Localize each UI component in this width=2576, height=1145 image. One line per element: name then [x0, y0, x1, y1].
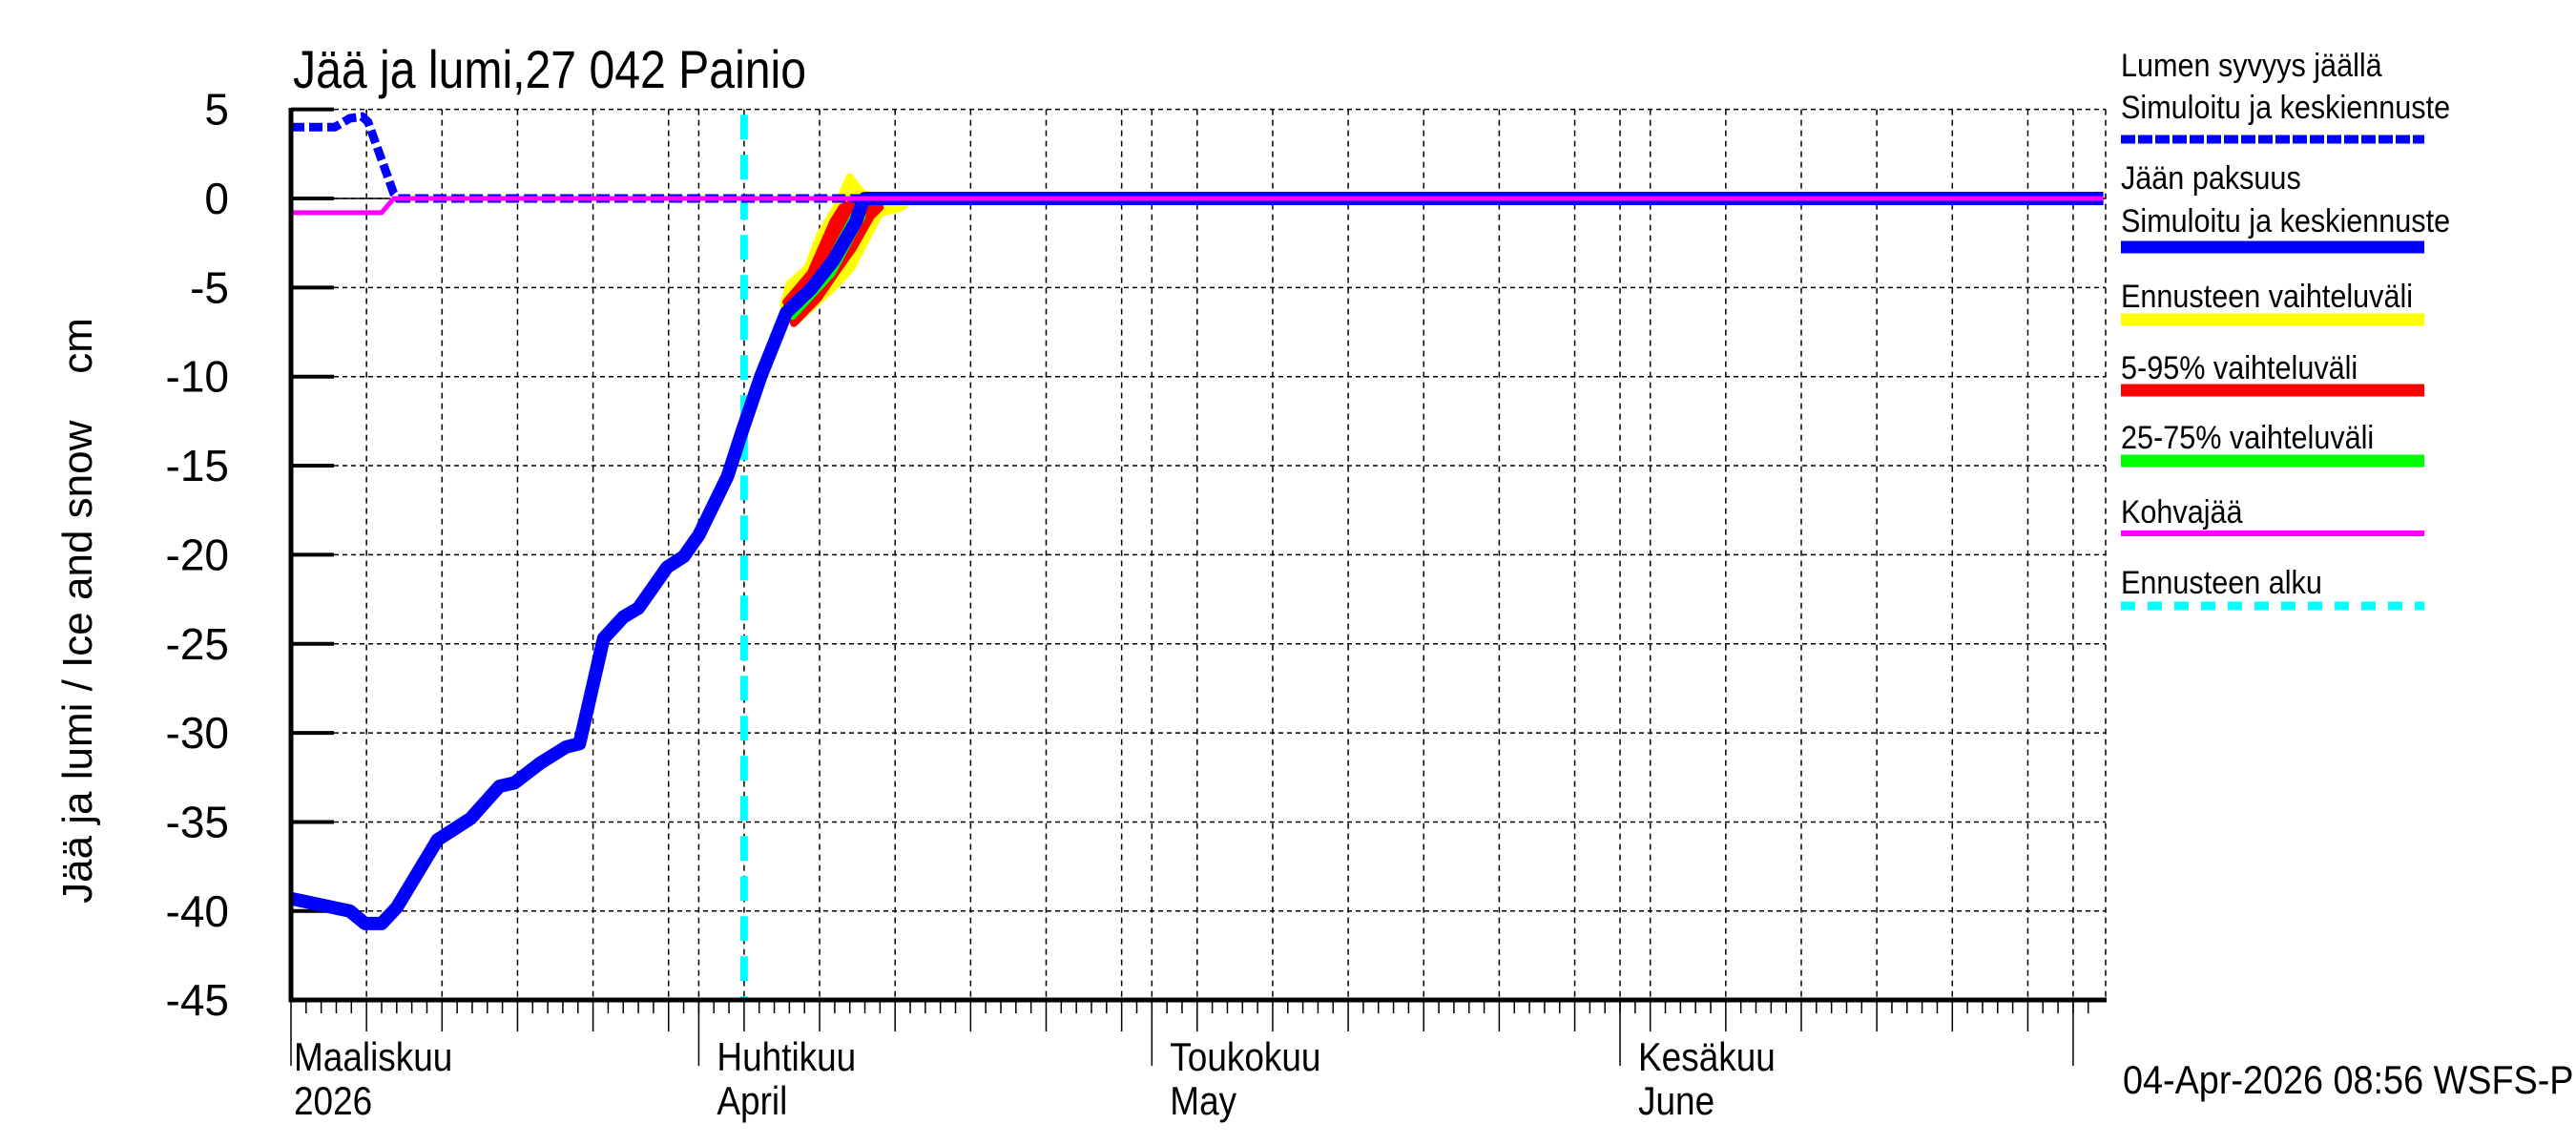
- y-tick-label: -30: [166, 708, 229, 758]
- legend: Lumen syvyys jäällä Simuloitu ja keskienn…: [2121, 48, 2450, 611]
- y-tick-label: -15: [166, 441, 229, 490]
- y-tick-label: 5: [204, 85, 229, 135]
- timestamp-footer: 04-Apr-2026 08:56 WSFS-P: [2123, 1058, 2574, 1102]
- month-label-fi: Maaliskuu: [294, 1035, 452, 1080]
- legend-label: Kohvajää: [2121, 494, 2243, 531]
- legend-label: 25-75% vaihteluväli: [2121, 420, 2374, 456]
- y-tick-label: -25: [166, 619, 229, 669]
- legend-item: 5-95% vaihteluväli: [2121, 350, 2424, 397]
- y-axis-label: Jää ja lumi / Ice and snow cm: [54, 318, 101, 904]
- month-label-en: April: [717, 1079, 787, 1124]
- month-label-en: May: [1170, 1079, 1236, 1124]
- legend-label-wrap: Lumen syvyys jäällä Simuloitu ja keskienn…: [2121, 48, 2450, 126]
- month-label-fi: Huhtikuu: [717, 1035, 856, 1080]
- legend-sublabel: Simuloitu ja keskiennuste: [2121, 90, 2450, 126]
- legend-label-wrap: Ennusteen vaihteluväli: [2121, 279, 2413, 315]
- y-axis-ticks: 5 0 -5 -10 -15 -20 -25 -30 -35 -40 -45: [166, 85, 334, 1025]
- legend-item: 25-75% vaihteluväli: [2121, 420, 2424, 468]
- legend-label-wrap: 25-75% vaihteluväli: [2121, 420, 2374, 456]
- legend-item: Kohvajää: [2121, 494, 2424, 536]
- plot-series: [289, 112, 2104, 998]
- legend-label: Jään paksuus: [2121, 160, 2301, 197]
- legend-item: Lumen syvyys jäällä Simuloitu ja keskienn…: [2121, 48, 2450, 144]
- month-label-fi: Toukokuu: [1170, 1035, 1320, 1080]
- y-tick-label: -5: [190, 262, 229, 312]
- month-label-fi: Kesäkuu: [1638, 1035, 1776, 1080]
- grid-lines: [291, 108, 2107, 1000]
- legend-label: Ennusteen vaihteluväli: [2121, 279, 2413, 315]
- month-label-en: 2026: [294, 1079, 372, 1124]
- y-tick-label: -35: [166, 797, 229, 846]
- legend-item: Ennusteen alku: [2121, 565, 2424, 611]
- legend-sublabel: Simuloitu ja keskiennuste: [2121, 203, 2450, 239]
- chart-title: Jää ja lumi,27 042 Painio: [293, 41, 806, 100]
- y-tick-label: -20: [166, 530, 229, 579]
- month-label-en: June: [1638, 1079, 1714, 1124]
- legend-label: 5-95% vaihteluväli: [2121, 350, 2358, 386]
- legend-label: Ennusteen alku: [2121, 565, 2322, 601]
- y-tick-label: -10: [166, 352, 229, 402]
- legend-label-wrap: 5-95% vaihteluväli: [2121, 350, 2358, 386]
- slush-ice-line: [291, 196, 2104, 216]
- y-tick-label: -45: [166, 975, 229, 1025]
- legend-label-wrap: Ennusteen alku: [2121, 565, 2322, 601]
- legend-item: Jään paksuus Simuloitu ja keskiennuste: [2121, 160, 2450, 254]
- legend-label-wrap: Jään paksuus Simuloitu ja keskiennuste: [2121, 160, 2450, 239]
- legend-item: Ennusteen vaihteluväli: [2121, 279, 2424, 326]
- legend-label-wrap: Kohvajää: [2121, 494, 2243, 531]
- legend-label: Lumen syvyys jäällä: [2121, 48, 2382, 84]
- ice-thickness-line: [289, 192, 2104, 930]
- y-tick-label: 0: [204, 174, 229, 223]
- y-tick-label: -40: [166, 886, 229, 936]
